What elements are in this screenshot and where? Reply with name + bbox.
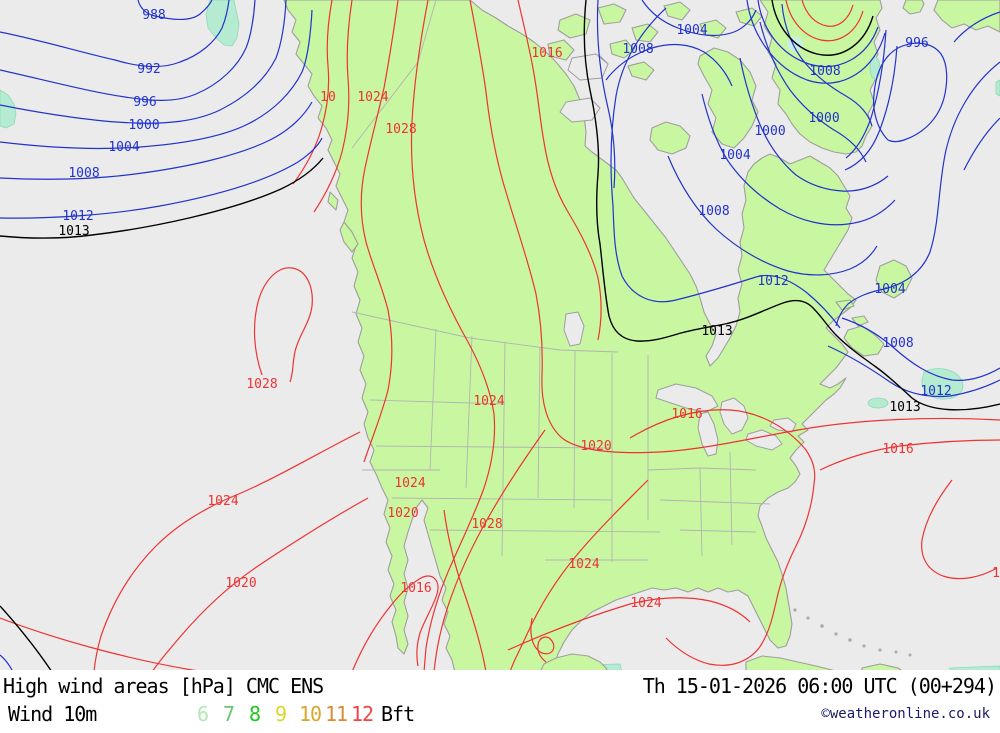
isobar-label-1028: 1028 (246, 377, 277, 392)
isobar-label-996: 996 (905, 36, 928, 51)
isobar-label-1004: 1004 (719, 148, 750, 163)
isobar-label-1016: 1016 (400, 581, 431, 596)
isobar-label-1013: 1013 (58, 224, 89, 239)
isobars-blue (0, 0, 1000, 670)
isobar-labels: 9889929961000100410081012101310081004996… (58, 8, 1000, 611)
isobars-1013-black (0, 0, 1000, 670)
isobar-label-1008: 1008 (622, 42, 653, 57)
isobar-label-1012: 1012 (920, 384, 951, 399)
isobar-label-1024: 1024 (357, 90, 388, 105)
parameter-label: Wind 10m (8, 702, 97, 726)
isobar-label-1024: 1024 (568, 557, 599, 572)
isobar-label-1024: 1024 (394, 476, 425, 491)
bft-value-12: 12 (351, 702, 374, 726)
lake-superior (655, 383, 719, 413)
bft-value-7: 7 (223, 702, 235, 726)
copyright: ©weatheronline.co.uk (821, 706, 990, 722)
isobars-red (0, 0, 1000, 670)
isobar-label-1008: 1008 (882, 336, 913, 351)
isobar-label-1016: 1016 (531, 46, 562, 61)
isobar-label-1028: 1028 (471, 517, 502, 532)
bft-value-8: 8 (249, 702, 261, 726)
state-borders (351, 0, 771, 562)
pressure-map-svg: 9889929961000100410081012101310081004996… (0, 0, 1000, 670)
isobar-label-1013: 1013 (701, 324, 732, 339)
isobar-label-1008: 1008 (698, 204, 729, 219)
isobar-label-1020: 1020 (580, 439, 611, 454)
isobar-label-1020: 1020 (225, 576, 256, 591)
isobar-label-1004: 1004 (874, 282, 905, 297)
product-title: High wind areas [hPa] CMC ENS (3, 674, 324, 698)
isobar-label-1024: 1024 (630, 596, 661, 611)
isobar-label-1016: 1016 (882, 442, 913, 457)
isobar-label-988: 988 (142, 8, 165, 23)
isobar-label-1004: 1004 (676, 23, 707, 38)
isobar-label-1004: 1004 (108, 140, 139, 155)
weather-map: 988 992 996 1000 1004 1008 1012 1013 1008 1004 996… (0, 0, 1000, 670)
bft-value-11: 11 (325, 702, 348, 726)
legend-bar: High wind areas [hPa] CMC ENS Th 15-01-2… (0, 670, 1000, 733)
isobar-label-1008: 1008 (68, 166, 99, 181)
isobar-label-10: 10 (320, 90, 336, 105)
isobar-label-1016: 1016 (671, 407, 702, 422)
beaufort-unit: Bft (381, 702, 415, 726)
cuba (745, 655, 835, 670)
isobar-label-1000: 1000 (808, 111, 839, 126)
valid-time: Th 15-01-2026 06:00 UTC (00+294) (642, 674, 997, 698)
bahamas-islets (793, 608, 912, 657)
isobar-label-992: 992 (137, 62, 160, 77)
isobar-label-1000: 1000 (128, 118, 159, 133)
isobar-label-1: 1 (992, 566, 1000, 581)
isobar-label-1028: 1028 (385, 122, 416, 137)
isobar-label-1024: 1024 (473, 394, 504, 409)
isobar-label-996: 996 (133, 95, 156, 110)
isobar-label-1012: 1012 (62, 209, 93, 224)
isobar-label-1012: 1012 (757, 274, 788, 289)
bft-value-9: 9 (275, 702, 287, 726)
isobar-label-1000: 1000 (754, 124, 785, 139)
bft-value-6: 6 (197, 702, 209, 726)
isobar-label-1008: 1008 (809, 64, 840, 79)
isobar-label-1013: 1013 (889, 400, 920, 415)
lakes-and-bays (559, 53, 797, 457)
isobar-label-1020: 1020 (387, 506, 418, 521)
bft-value-10: 10 (299, 702, 322, 726)
isobar-label-1024: 1024 (207, 494, 238, 509)
